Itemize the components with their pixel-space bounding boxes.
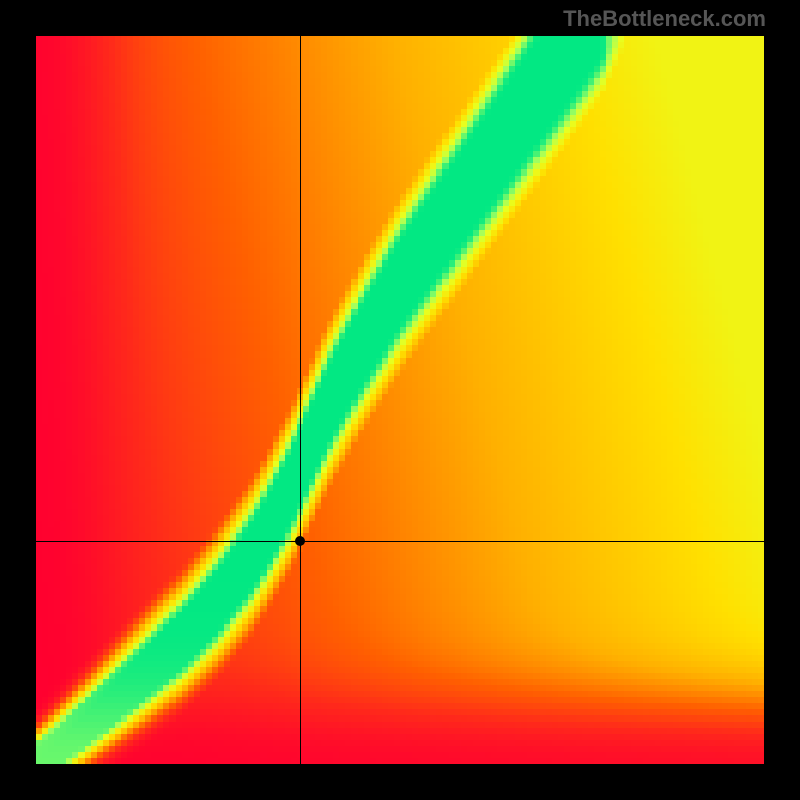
watermark-text: TheBottleneck.com <box>563 6 766 32</box>
crosshair-horizontal <box>36 541 764 542</box>
bottleneck-heatmap <box>36 36 764 764</box>
crosshair-vertical <box>300 36 301 764</box>
plot-frame <box>36 36 764 764</box>
